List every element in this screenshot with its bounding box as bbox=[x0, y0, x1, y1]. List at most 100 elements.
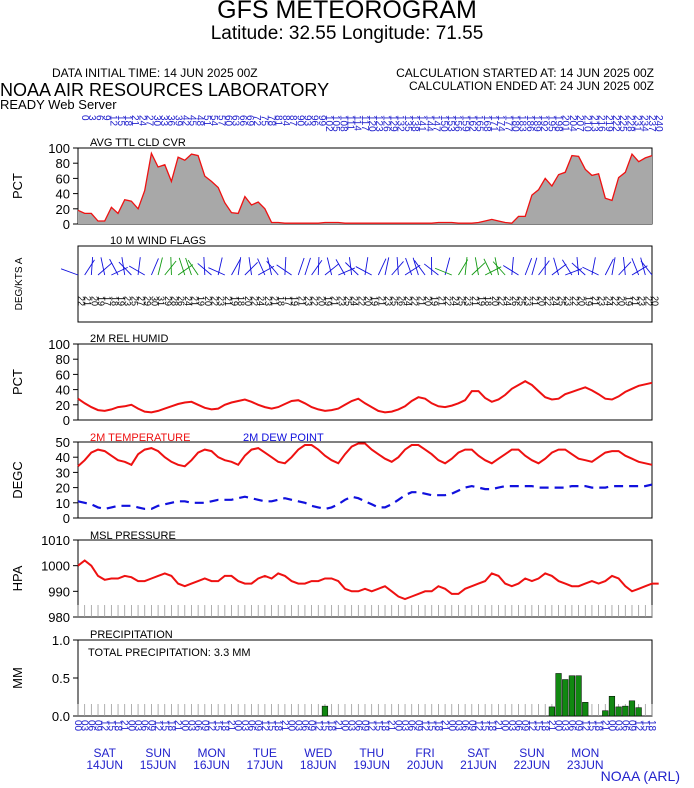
day-of-week-label: WED bbox=[304, 746, 332, 760]
wind-speed-label: 19 bbox=[623, 296, 633, 306]
wind-barb bbox=[423, 263, 439, 276]
forecast-hour-label: 126 bbox=[380, 115, 391, 132]
precip-bar bbox=[615, 706, 622, 717]
wind-speed-label: 29 bbox=[163, 296, 173, 306]
server-label: READY Web Server bbox=[0, 97, 117, 112]
wind-barb bbox=[317, 256, 320, 276]
wind-speed-label: 24 bbox=[350, 296, 360, 306]
hour-label: 21 bbox=[439, 720, 450, 732]
wind-speed-label: 22 bbox=[310, 296, 320, 306]
hour-label: 00 bbox=[606, 720, 617, 732]
wind-speed-label: 23 bbox=[336, 296, 346, 306]
wind-barb bbox=[582, 266, 599, 276]
temp-panel-frame bbox=[77, 441, 653, 519]
temp-y-tick-label: 10 bbox=[56, 496, 70, 511]
cloud-y-tick-label: 60 bbox=[56, 171, 70, 186]
date-label: 20JUN bbox=[407, 758, 444, 772]
wind-speed-label: 22 bbox=[250, 296, 260, 306]
hour-label: 15 bbox=[372, 720, 383, 732]
wind-speed-label: 19 bbox=[583, 296, 593, 306]
forecast-hour-label: 228 bbox=[624, 115, 635, 132]
cloud-y-label: PCT bbox=[10, 173, 25, 199]
hour-label: 09 bbox=[306, 720, 317, 732]
cloud-y-tick-label: 0 bbox=[63, 217, 70, 232]
wind-speed-label: 18 bbox=[236, 296, 246, 306]
temperature-line bbox=[77, 442, 653, 468]
rh-y-tick-label: 80 bbox=[56, 352, 70, 367]
cloud-y-tick-label: 20 bbox=[56, 202, 70, 217]
forecast-hour-label: 207 bbox=[574, 115, 585, 132]
wind-speed-label: 17 bbox=[103, 296, 113, 306]
forecast-hour-label: 105 bbox=[330, 115, 341, 132]
day-of-week-label: THU bbox=[359, 746, 384, 760]
forecast-hour-label: 39 bbox=[172, 115, 183, 127]
wind-barb bbox=[631, 258, 640, 276]
forecast-hour-label: 42 bbox=[179, 115, 190, 127]
day-of-week-label: FRI bbox=[415, 746, 434, 760]
hour-label: 18 bbox=[165, 720, 176, 732]
cloud-y-tick-label: 40 bbox=[56, 187, 70, 202]
wind-speed-label: 23 bbox=[303, 296, 313, 306]
forecast-hour-label: 240 bbox=[653, 115, 664, 132]
hour-label: 12 bbox=[419, 720, 430, 732]
wind-speed-label: 23 bbox=[263, 296, 273, 306]
hour-label: 03 bbox=[452, 720, 463, 732]
forecast-hour-label: 144 bbox=[423, 115, 434, 132]
wind-barb bbox=[355, 266, 372, 276]
forecast-hour-label: 18 bbox=[122, 115, 133, 127]
wind-barb bbox=[335, 259, 346, 276]
page-title: GFS METEOROGRAM bbox=[217, 0, 477, 24]
forecast-hour-label: 216 bbox=[596, 115, 607, 132]
forecast-hour-label: 54 bbox=[208, 115, 219, 127]
wind-speed-label: 21 bbox=[470, 296, 480, 306]
wind-barb bbox=[266, 260, 279, 276]
wind-barb bbox=[474, 257, 479, 276]
hour-label: 09 bbox=[412, 720, 423, 732]
wind-barb bbox=[377, 258, 387, 276]
hour-label: 00 bbox=[446, 720, 457, 732]
hour-label: 09 bbox=[466, 720, 477, 732]
wind-panel-frame bbox=[77, 245, 653, 323]
wind-barb bbox=[611, 257, 616, 276]
cloud-panel-title: AVG TTL CLD CVR bbox=[90, 137, 186, 149]
forecast-hour-label: 168 bbox=[481, 115, 492, 132]
wind-speed-label: 18 bbox=[483, 296, 493, 306]
wind-barb bbox=[197, 263, 212, 276]
calc-ended: CALCULATION ENDED AT: 24 JUN 2025 00Z bbox=[409, 79, 654, 93]
wind-barb bbox=[237, 257, 242, 276]
hour-label: 00 bbox=[339, 720, 350, 732]
rh-y-tick-label: 60 bbox=[56, 367, 70, 382]
hour-label: 12 bbox=[99, 720, 110, 732]
wind-speed-label: 20 bbox=[363, 296, 373, 306]
hour-label: 12 bbox=[579, 720, 590, 732]
wind-speed-label: 21 bbox=[436, 296, 446, 306]
lab-name: NOAA AIR RESOURCES LABORATORY bbox=[0, 80, 330, 100]
wind-speed-label: 22 bbox=[410, 296, 420, 306]
forecast-hour-label: 186 bbox=[524, 115, 535, 132]
wind-barb bbox=[551, 263, 567, 276]
wind-barb bbox=[151, 258, 159, 276]
hour-label: 21 bbox=[546, 720, 557, 732]
forecast-hour-label: 225 bbox=[617, 115, 628, 132]
wind-barb bbox=[640, 257, 646, 276]
wind-speed-label: 21 bbox=[530, 296, 540, 306]
forecast-hour-label: 81 bbox=[273, 115, 284, 127]
forecast-hour-label: 9 bbox=[101, 115, 112, 121]
hour-label: 03 bbox=[559, 720, 570, 732]
hour-label: 15 bbox=[319, 720, 330, 732]
wind-speed-label: 24 bbox=[603, 296, 613, 306]
wind-barb bbox=[177, 264, 194, 276]
wind-speed-label: 25 bbox=[517, 296, 527, 306]
pressure-y-tick-label: 980 bbox=[48, 610, 70, 625]
hour-label: 12 bbox=[633, 720, 644, 732]
wind-speed-label: 20 bbox=[423, 296, 433, 306]
hour-label: 06 bbox=[352, 720, 363, 732]
hour-label: 15 bbox=[426, 720, 437, 732]
rh-y-label: PCT bbox=[10, 369, 25, 395]
hour-label: 06 bbox=[513, 720, 524, 732]
wind-speed-label: 23 bbox=[597, 296, 607, 306]
wind-speed-label: 18 bbox=[109, 296, 119, 306]
wind-speed-label: 23 bbox=[123, 296, 133, 306]
wind-speed-label: 23 bbox=[637, 296, 647, 306]
wind-barb bbox=[503, 265, 519, 276]
